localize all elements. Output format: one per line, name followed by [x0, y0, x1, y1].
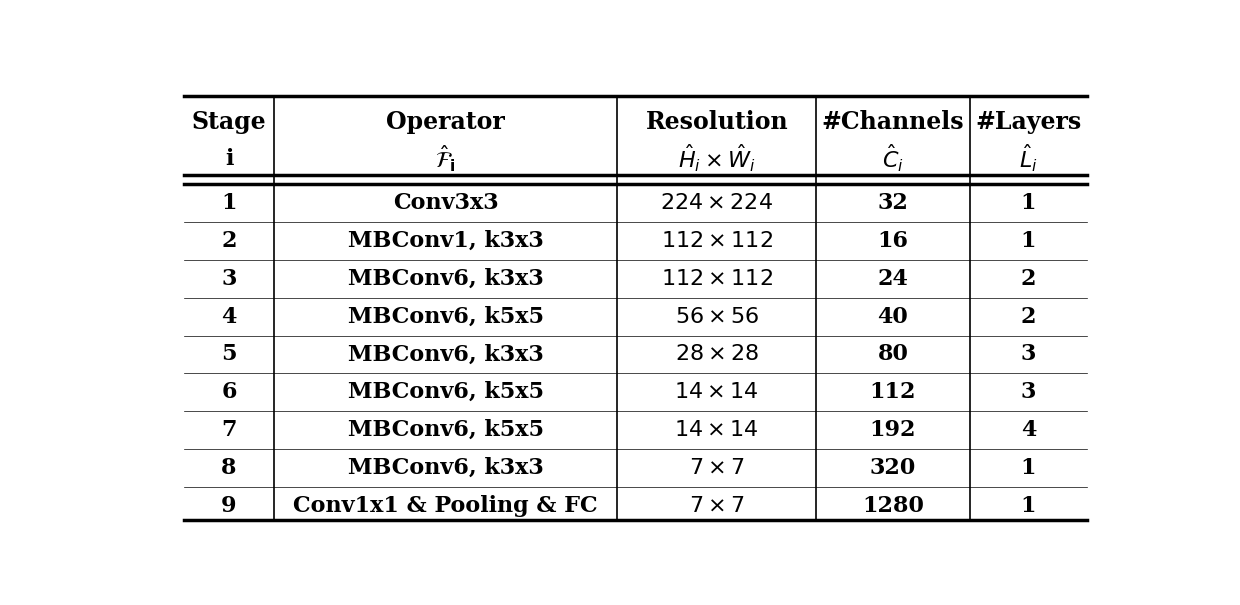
Text: $\hat{H}_{i} \times \hat{W}_{i}$: $\hat{H}_{i} \times \hat{W}_{i}$ — [678, 143, 755, 174]
Text: $112 \times 112$: $112 \times 112$ — [661, 230, 773, 252]
Text: 5: 5 — [221, 344, 237, 365]
Text: $56 \times 56$: $56 \times 56$ — [675, 306, 759, 328]
Text: MBConv1, k3x3: MBConv1, k3x3 — [348, 230, 543, 252]
Text: 6: 6 — [221, 381, 237, 403]
Text: i: i — [224, 148, 233, 170]
Text: #Channels: #Channels — [822, 110, 965, 134]
Text: Resolution: Resolution — [646, 110, 789, 134]
Text: 7: 7 — [221, 419, 237, 441]
Text: 32: 32 — [878, 192, 909, 214]
Text: MBConv6, k3x3: MBConv6, k3x3 — [348, 344, 543, 365]
Text: $14 \times 14$: $14 \times 14$ — [675, 381, 759, 403]
Text: MBConv6, k3x3: MBConv6, k3x3 — [348, 268, 543, 290]
Text: 9: 9 — [221, 494, 237, 517]
Text: 80: 80 — [878, 344, 909, 365]
Text: 40: 40 — [878, 306, 909, 328]
Text: 192: 192 — [869, 419, 916, 441]
Text: 3: 3 — [1021, 381, 1037, 403]
Text: $112 \times 112$: $112 \times 112$ — [661, 268, 773, 290]
Text: Operator: Operator — [387, 110, 505, 134]
Text: MBConv6, k5x5: MBConv6, k5x5 — [347, 306, 544, 328]
Text: $\hat{C}_{i}$: $\hat{C}_{i}$ — [882, 143, 904, 174]
Text: $224 \times 224$: $224 \times 224$ — [661, 192, 774, 214]
Text: $\hat{\mathcal{F}}_{\mathbf{i}}$: $\hat{\mathcal{F}}_{\mathbf{i}}$ — [435, 143, 456, 174]
Text: 112: 112 — [869, 381, 916, 403]
Text: MBConv6, k3x3: MBConv6, k3x3 — [348, 457, 543, 479]
Text: MBConv6, k5x5: MBConv6, k5x5 — [347, 381, 544, 403]
Text: 1: 1 — [1021, 230, 1037, 252]
Text: 2: 2 — [221, 230, 237, 252]
Text: MBConv6, k5x5: MBConv6, k5x5 — [347, 419, 544, 441]
Text: 1: 1 — [1021, 192, 1037, 214]
Text: 1: 1 — [1021, 494, 1037, 517]
Text: 8: 8 — [221, 457, 237, 479]
Text: 1: 1 — [1021, 457, 1037, 479]
Text: $14 \times 14$: $14 \times 14$ — [675, 419, 759, 441]
Text: 2: 2 — [1021, 268, 1037, 290]
Text: 320: 320 — [869, 457, 916, 479]
Text: 1280: 1280 — [862, 494, 924, 517]
Text: 2: 2 — [1021, 306, 1037, 328]
Text: Conv1x1 & Pooling & FC: Conv1x1 & Pooling & FC — [294, 494, 598, 517]
Text: 1: 1 — [221, 192, 237, 214]
Text: 4: 4 — [1021, 419, 1037, 441]
Text: $7 \times 7$: $7 \times 7$ — [689, 494, 745, 517]
Text: 3: 3 — [221, 268, 237, 290]
Text: $28 \times 28$: $28 \times 28$ — [675, 344, 759, 365]
Text: $\hat{L}_{i}$: $\hat{L}_{i}$ — [1019, 143, 1038, 174]
Text: 4: 4 — [221, 306, 237, 328]
Text: 3: 3 — [1021, 344, 1037, 365]
Text: $7 \times 7$: $7 \times 7$ — [689, 457, 745, 479]
Text: Conv3x3: Conv3x3 — [393, 192, 498, 214]
Text: 24: 24 — [878, 268, 909, 290]
Text: #Layers: #Layers — [976, 110, 1081, 134]
Text: Stage: Stage — [192, 110, 267, 134]
Text: 16: 16 — [878, 230, 909, 252]
